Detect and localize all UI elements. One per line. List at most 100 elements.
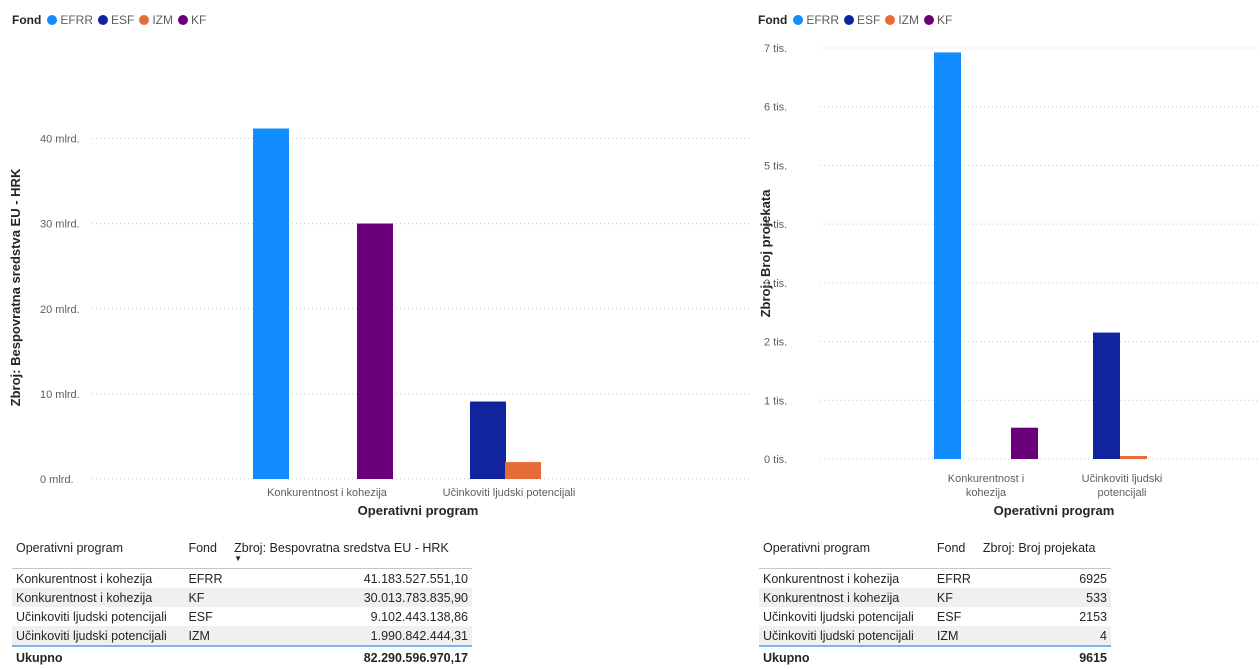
y-tick-label: 6 tis. bbox=[764, 102, 787, 114]
x-category-label: Učinkoviti ljudski bbox=[1082, 473, 1163, 485]
bar-efrr-0[interactable] bbox=[934, 52, 961, 460]
legend-dot-kf-icon bbox=[924, 15, 935, 25]
legend-dot-esf-icon bbox=[844, 15, 854, 25]
x-category-label: Učinkoviti ljudski potencijali bbox=[443, 487, 576, 499]
y-tick-label: 40 mlrd. bbox=[40, 134, 80, 146]
legend: Fond EFRR ESF IZM KF bbox=[12, 13, 211, 27]
y-tick-label: 4 tis. bbox=[764, 219, 787, 231]
bar-efrr-0[interactable] bbox=[253, 128, 289, 479]
legend-label: ESF bbox=[857, 13, 881, 27]
sort-descending-icon[interactable]: ▼ bbox=[234, 554, 243, 563]
table-cell: 4 bbox=[978, 626, 1111, 646]
table-cell: KF bbox=[932, 588, 979, 607]
column-header-fund[interactable]: Fond bbox=[932, 528, 979, 569]
legend-label: KF bbox=[191, 13, 207, 27]
legend-label: IZM bbox=[152, 13, 174, 27]
legend-item-kf[interactable]: KF bbox=[924, 13, 952, 27]
table-cell: 30.013.783.835,90 bbox=[230, 588, 472, 607]
table-cell: IZM bbox=[184, 626, 231, 646]
projects-table: Operativni program Fond Zbroj: Broj proj… bbox=[759, 528, 1111, 668]
legend-label: KF bbox=[937, 13, 953, 27]
total-value: 9615 bbox=[978, 645, 1111, 668]
x-category-label: Konkurentnost i bbox=[948, 473, 1024, 485]
bar-izm-1[interactable] bbox=[1120, 456, 1147, 459]
table-cell: 533 bbox=[978, 588, 1111, 607]
table-row[interactable]: Učinkoviti ljudski potencijali ESF 2153 bbox=[759, 607, 1111, 626]
left-chart-panel: Fond EFRR ESF IZM KF Zbroj: Bespovratna … bbox=[8, 13, 752, 668]
table-row[interactable]: Učinkoviti ljudski potencijali IZM 4 bbox=[759, 626, 1111, 646]
table-cell: EFRR bbox=[936, 571, 971, 586]
bar-chart-projects: Zbroj: Broj projekata 0 tis. 1 tis. 2 tis. 3… bbox=[758, 43, 1258, 518]
y-tick-label: 20 mlrd. bbox=[40, 304, 80, 316]
table-row[interactable]: Konkurentnost i kohezija KF 533 bbox=[759, 588, 1111, 607]
table-cell: KF bbox=[184, 588, 231, 607]
y-tick-label: 0 tis. bbox=[764, 454, 787, 466]
y-tick-label: 3 tis. bbox=[764, 278, 787, 290]
column-header-program[interactable]: Operativni program bbox=[759, 528, 933, 569]
legend: Fond EFRR ESF IZM KF bbox=[758, 13, 957, 27]
legend-item-kf[interactable]: KF bbox=[178, 13, 206, 27]
legend-item-esf[interactable]: ESF bbox=[98, 13, 134, 27]
table-cell: Učinkoviti ljudski potencijali bbox=[759, 626, 933, 646]
column-header-fund[interactable]: Fond bbox=[184, 528, 231, 569]
table-cell: ESF bbox=[188, 609, 213, 624]
total-label: Ukupno bbox=[759, 645, 933, 668]
bar-kf-0[interactable] bbox=[357, 223, 393, 479]
bar-izm-1[interactable] bbox=[505, 462, 541, 479]
table-cell: Konkurentnost i kohezija bbox=[12, 588, 185, 607]
table-row[interactable]: Učinkoviti ljudski potencijali ESF 9.102… bbox=[12, 607, 472, 626]
x-category-label: Konkurentnost i kohezija bbox=[267, 487, 388, 499]
table-row[interactable]: Učinkoviti ljudski potencijali IZM 1.990… bbox=[12, 626, 472, 646]
column-header-grants[interactable]: Zbroj: Bespovratna sredstva EU - HRK ▼ bbox=[230, 528, 472, 569]
table-row[interactable]: Konkurentnost i kohezija EFRR 6925 bbox=[759, 569, 1111, 589]
table-cell bbox=[184, 645, 231, 668]
total-value: 82.290.596.970,17 bbox=[230, 645, 472, 668]
table-row[interactable]: Konkurentnost i kohezija EFRR 41.183.527… bbox=[12, 569, 472, 589]
y-tick-label: 2 tis. bbox=[764, 337, 787, 349]
legend-title: Fond bbox=[758, 13, 788, 27]
table-cell: 41.183.527.551,10 bbox=[363, 571, 468, 586]
x-axis-title: Operativni program bbox=[994, 503, 1115, 518]
table-total-row: Ukupno 9615 bbox=[759, 645, 1111, 668]
legend-item-izm[interactable]: IZM bbox=[139, 13, 173, 27]
column-header-program[interactable]: Operativni program bbox=[12, 528, 185, 569]
legend-dot-esf-icon bbox=[98, 15, 108, 25]
right-chart-panel: Fond EFRR ESF IZM KF Zbroj: Broj projeka… bbox=[752, 0, 1260, 669]
bar-esf-1[interactable] bbox=[470, 401, 506, 479]
table-row[interactable]: Konkurentnost i kohezija KF 30.013.783.8… bbox=[12, 588, 472, 607]
legend-item-efrr[interactable]: EFRR bbox=[47, 13, 93, 27]
total-label: Ukupno bbox=[12, 645, 185, 668]
bar-kf-0[interactable] bbox=[1011, 427, 1038, 459]
x-axis-title: Operativni program bbox=[358, 503, 479, 518]
legend-dot-efrr-icon bbox=[793, 15, 804, 25]
column-header-projects[interactable]: Zbroj: Broj projekata bbox=[978, 528, 1111, 569]
legend-label: IZM bbox=[898, 13, 920, 27]
y-tick-label: 5 tis. bbox=[764, 160, 787, 172]
legend-dot-efrr-icon bbox=[47, 15, 58, 25]
y-tick-label: 30 mlrd. bbox=[40, 219, 80, 231]
table-cell bbox=[932, 645, 979, 668]
table-cell: IZM bbox=[932, 626, 979, 646]
legend-item-efrr[interactable]: EFRR bbox=[793, 13, 839, 27]
legend-item-izm[interactable]: IZM bbox=[885, 13, 919, 27]
y-axis-title: Zbroj: Broj projekata bbox=[758, 189, 773, 318]
y-axis-title: Zbroj: Bespovratna sredstva EU - HRK bbox=[8, 168, 23, 406]
legend-label: EFRR bbox=[806, 13, 839, 27]
table-cell: Konkurentnost i kohezija bbox=[763, 571, 900, 586]
table-cell: Učinkoviti ljudski potencijali bbox=[763, 609, 914, 624]
y-tick-label: 0 mlrd. bbox=[40, 474, 74, 486]
table-cell: 2153 bbox=[1079, 609, 1107, 624]
table-cell: Konkurentnost i kohezija bbox=[759, 588, 933, 607]
y-tick-label: 10 mlrd. bbox=[40, 389, 80, 401]
table-cell: Konkurentnost i kohezija bbox=[16, 571, 153, 586]
table-total-row: Ukupno 82.290.596.970,17 bbox=[12, 645, 472, 668]
legend-dot-izm-icon bbox=[139, 15, 150, 25]
legend-dot-izm-icon bbox=[885, 15, 896, 25]
table-cell: 1.990.842.444,31 bbox=[230, 626, 472, 646]
table-cell: EFRR bbox=[188, 571, 223, 586]
legend-label: EFRR bbox=[60, 13, 93, 27]
x-category-label: potencijali bbox=[1098, 487, 1147, 499]
table-cell: 6925 bbox=[1079, 571, 1107, 586]
bar-esf-1[interactable] bbox=[1093, 332, 1120, 459]
legend-item-esf[interactable]: ESF bbox=[844, 13, 880, 27]
